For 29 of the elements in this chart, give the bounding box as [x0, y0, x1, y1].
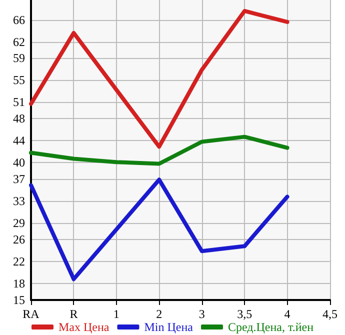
legend-label: Max Цена [58, 320, 110, 334]
y-tick-label: 33 [13, 194, 25, 208]
y-tick-label: 48 [13, 112, 25, 126]
x-tick-label: RA [22, 307, 40, 321]
y-tick-label: 44 [13, 134, 25, 148]
x-tick-label: 3 [198, 307, 205, 321]
x-tick-label: 4 [284, 307, 290, 321]
y-tick-label: 59 [13, 51, 25, 66]
x-tick-label: 4,5 [322, 307, 338, 321]
y-tick-label: 51 [13, 95, 25, 110]
line-series [29, 178, 290, 282]
y-tick-label: 55 [13, 73, 25, 88]
y-tick-label: 26 [13, 232, 25, 247]
x-tick-label: R [70, 307, 78, 321]
line-series [29, 8, 290, 149]
y-tick-label: 22 [13, 254, 25, 269]
x-tick-label: 3,5 [237, 307, 252, 321]
legend-label: Min Цена [144, 320, 194, 334]
y-tick-label: 18 [13, 276, 25, 291]
x-tick-label: 2 [156, 307, 162, 321]
y-tick-label: 37 [13, 172, 25, 186]
y-tick-label: 15 [13, 293, 25, 307]
x-tick-label: 1 [113, 307, 120, 321]
line-series [29, 134, 290, 166]
y-tick-label: 62 [13, 34, 25, 49]
legend-label: Сред.Цена, т.йен [228, 320, 314, 334]
y-tick-label: 40 [13, 156, 25, 170]
y-tick-label: 66 [13, 12, 25, 27]
y-tick-label: 29 [13, 216, 25, 230]
